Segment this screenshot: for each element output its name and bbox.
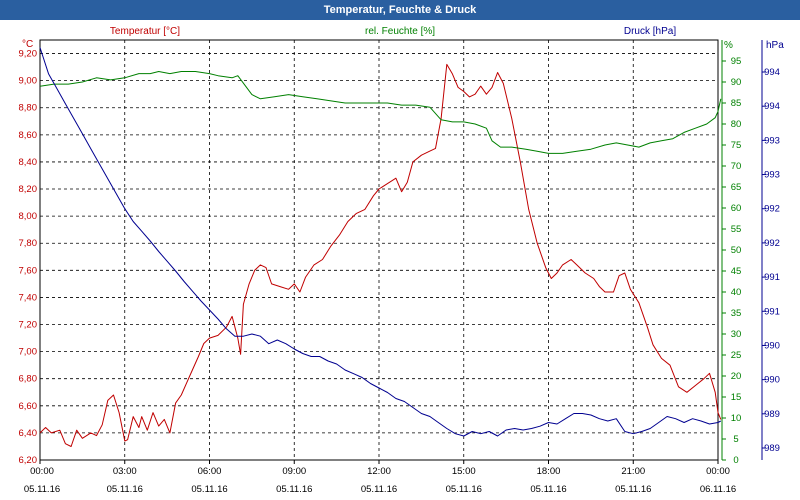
temperature-tick-label: 7,00 bbox=[19, 347, 38, 358]
humidity-axis-label: rel. Feuchte [%] bbox=[365, 26, 435, 37]
pressure-axis-label: Druck [hPa] bbox=[624, 26, 676, 37]
pressure-tick-label: 993 bbox=[764, 135, 780, 146]
humidity-line bbox=[39, 71, 722, 154]
x-time-label: 09:00 bbox=[282, 466, 306, 477]
grid bbox=[40, 40, 718, 460]
humidity-tick-label: 0 bbox=[733, 455, 738, 466]
temperature-tick-label: 8,00 bbox=[19, 211, 38, 222]
pressure-tick-label: 989 bbox=[764, 443, 780, 454]
humidity-tick-label: 55 bbox=[731, 224, 742, 235]
humidity-unit-label: % bbox=[724, 40, 733, 51]
temperature-tick-label: 7,60 bbox=[19, 265, 38, 276]
humidity-tick-label: 70 bbox=[731, 161, 742, 172]
humidity-tick-label: 65 bbox=[731, 182, 742, 193]
pressure-line bbox=[39, 47, 722, 437]
pressure-tick-label: 992 bbox=[764, 204, 780, 215]
weather-chart: Temperatur [°C] rel. Feuchte [%] Druck [… bbox=[19, 26, 785, 495]
temperature-axis-label: Temperatur [°C] bbox=[110, 26, 180, 37]
humidity-tick-label: 30 bbox=[731, 329, 742, 340]
x-date-label: 05.11.16 bbox=[615, 484, 651, 495]
pressure-tick-label: 989 bbox=[764, 409, 780, 420]
x-date-label: 05.11.16 bbox=[530, 484, 566, 495]
humidity-tick-label: 35 bbox=[731, 308, 742, 319]
humidity-tick-label: 60 bbox=[731, 203, 742, 214]
pressure-tick-label: 991 bbox=[764, 272, 780, 283]
humidity-tick-label: 20 bbox=[731, 371, 742, 382]
pressure-tick-label: 994 bbox=[764, 67, 780, 78]
series-lines bbox=[39, 47, 722, 447]
x-date-label: 05.11.16 bbox=[361, 484, 397, 495]
humidity-tick-label: 40 bbox=[731, 287, 742, 298]
pressure-tick-label: 990 bbox=[764, 375, 780, 386]
window-title: Temperatur, Feuchte & Druck bbox=[0, 0, 800, 20]
temperature-tick-label: 6,80 bbox=[19, 374, 38, 385]
humidity-tick-label: 45 bbox=[731, 266, 742, 277]
humidity-tick-label: 50 bbox=[731, 245, 742, 256]
x-date-label: 05.11.16 bbox=[446, 484, 482, 495]
humidity-tick-label: 80 bbox=[731, 119, 742, 130]
temperature-tick-label: 9,00 bbox=[19, 76, 38, 87]
temperature-tick-label: 8,60 bbox=[19, 130, 38, 141]
temperature-tick-label: 7,40 bbox=[19, 292, 38, 303]
pressure-unit-label: hPa bbox=[766, 40, 784, 51]
temperature-tick-label: 6,60 bbox=[19, 401, 38, 412]
humidity-tick-label: 25 bbox=[731, 350, 742, 361]
x-time-label: 00:00 bbox=[706, 466, 730, 477]
temperature-tick-label: 8,20 bbox=[19, 184, 38, 195]
x-date-label: 05.11.16 bbox=[276, 484, 312, 495]
humidity-tick-label: 5 bbox=[733, 434, 738, 445]
humidity-tick-label: 10 bbox=[731, 413, 742, 424]
pressure-tick-label: 990 bbox=[764, 340, 780, 351]
x-time-label: 03:00 bbox=[113, 466, 137, 477]
x-time-label: 18:00 bbox=[537, 466, 561, 477]
humidity-tick-label: 95 bbox=[731, 56, 742, 67]
x-date-label: 05.11.16 bbox=[191, 484, 227, 495]
x-date-label: 06.11.16 bbox=[700, 484, 736, 495]
temperature-tick-label: 6,20 bbox=[19, 455, 38, 466]
pressure-tick-label: 992 bbox=[764, 238, 780, 249]
x-time-label: 12:00 bbox=[367, 466, 391, 477]
temperature-tick-label: 8,80 bbox=[19, 103, 38, 114]
x-time-label: 21:00 bbox=[621, 466, 645, 477]
temperature-tick-label: 7,80 bbox=[19, 238, 38, 249]
x-time-label: 06:00 bbox=[198, 466, 222, 477]
humidity-tick-label: 75 bbox=[731, 140, 742, 151]
pressure-tick-label: 993 bbox=[764, 170, 780, 181]
temperature-tick-label: 7,20 bbox=[19, 320, 38, 331]
axes bbox=[39, 39, 766, 464]
pressure-tick-label: 994 bbox=[764, 101, 780, 112]
temperature-tick-label: 6,40 bbox=[19, 428, 38, 439]
pressure-tick-label: 991 bbox=[764, 306, 780, 317]
humidity-tick-label: 85 bbox=[731, 98, 742, 109]
temperature-tick-label: 9,20 bbox=[19, 49, 38, 60]
temperature-line bbox=[39, 63, 722, 447]
x-time-label: 00:00 bbox=[30, 466, 54, 477]
tick-labels: 9,20 9,00 8,80 8,60 8,40 8,20 8,00 7,80 7,60 7,40… bbox=[19, 49, 780, 495]
temperature-tick-label: 8,40 bbox=[19, 157, 38, 168]
x-date-label: 05.11.16 bbox=[107, 484, 143, 495]
humidity-tick-label: 90 bbox=[731, 77, 742, 88]
x-date-label: 05.11.16 bbox=[24, 484, 60, 495]
x-time-label: 15:00 bbox=[452, 466, 476, 477]
temperature-unit-label: °C bbox=[22, 39, 33, 50]
humidity-tick-label: 15 bbox=[731, 392, 742, 403]
